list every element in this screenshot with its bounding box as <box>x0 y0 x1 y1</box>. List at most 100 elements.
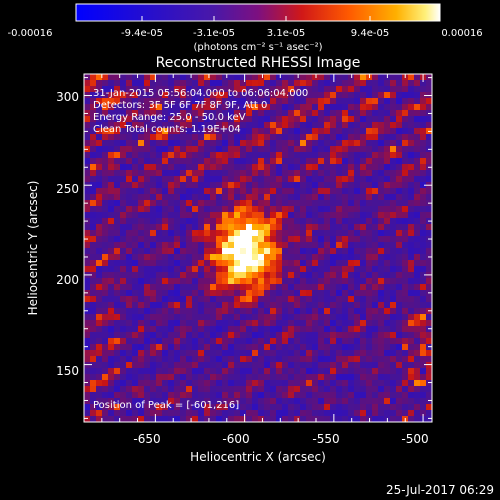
heatmap-cell <box>108 104 115 111</box>
heatmap-cell <box>138 86 145 93</box>
heatmap-cell <box>108 398 115 405</box>
heatmap-cell <box>222 386 229 393</box>
heatmap-cell <box>402 326 409 333</box>
heatmap-cell <box>408 260 415 267</box>
heatmap-cell <box>426 122 432 129</box>
heatmap-cell <box>222 296 229 303</box>
heatmap-cell <box>204 110 211 117</box>
heatmap-cell <box>396 392 403 399</box>
heatmap-cell <box>156 386 163 393</box>
heatmap-cell <box>264 188 271 195</box>
heatmap-cell <box>84 266 91 273</box>
heatmap-cell <box>222 338 229 345</box>
heatmap-cell <box>288 248 295 255</box>
heatmap-cell <box>414 86 421 93</box>
heatmap-cell <box>90 194 97 201</box>
heatmap-cell <box>312 104 319 111</box>
heatmap-cell <box>156 116 163 123</box>
heatmap-cell <box>240 260 247 267</box>
heatmap-cell <box>414 122 421 129</box>
heatmap-cell <box>222 398 229 405</box>
heatmap-cell <box>300 86 307 93</box>
x-tick-label: -650 <box>133 432 160 446</box>
heatmap-cell <box>372 140 379 147</box>
heatmap-cell <box>372 362 379 369</box>
heatmap-cell <box>210 92 217 99</box>
heatmap-cell <box>114 140 121 147</box>
heatmap-cell <box>402 350 409 357</box>
heatmap-cell <box>234 116 241 123</box>
heatmap-cell <box>414 272 421 279</box>
heatmap-cell <box>234 278 241 285</box>
heatmap-cell <box>210 254 217 261</box>
heatmap-cell <box>246 230 253 237</box>
heatmap-cell <box>228 92 235 99</box>
heatmap-cell <box>342 128 349 135</box>
heatmap-cell <box>186 332 193 339</box>
heatmap-cell <box>210 326 217 333</box>
heatmap-cell <box>120 326 127 333</box>
heatmap-cell <box>258 164 265 171</box>
heatmap-cell <box>156 260 163 267</box>
heatmap-cell <box>258 290 265 297</box>
heatmap-cell <box>264 338 271 345</box>
heatmap-cell <box>156 320 163 327</box>
heatmap-cell <box>210 416 217 422</box>
heatmap-cell <box>288 368 295 375</box>
heatmap-cell <box>102 398 109 405</box>
heatmap-cell <box>126 410 133 417</box>
heatmap-cell <box>276 140 283 147</box>
heatmap-cell <box>180 110 187 117</box>
heatmap-cell <box>312 320 319 327</box>
heatmap-cell <box>234 362 241 369</box>
heatmap-cell <box>228 218 235 225</box>
heatmap-cell <box>270 284 277 291</box>
heatmap-cell <box>342 416 349 422</box>
heatmap-cell <box>96 356 103 363</box>
heatmap-cell <box>168 368 175 375</box>
heatmap-cell <box>396 266 403 273</box>
heatmap-cell <box>234 386 241 393</box>
heatmap-cell <box>288 278 295 285</box>
heatmap-cell <box>150 410 157 417</box>
heatmap-cell <box>270 356 277 363</box>
heatmap-cell <box>108 224 115 231</box>
heatmap-cell <box>420 260 427 267</box>
heatmap-cell <box>390 398 397 405</box>
heatmap-cell <box>312 200 319 207</box>
heatmap-cell <box>264 326 271 333</box>
heatmap-cell <box>210 176 217 183</box>
heatmap-cell <box>102 230 109 237</box>
heatmap-cell <box>120 254 127 261</box>
heatmap-cell <box>426 230 432 237</box>
heatmap-cell <box>390 248 397 255</box>
heatmap-cell <box>396 92 403 99</box>
heatmap-cell <box>126 320 133 327</box>
heatmap-cell <box>312 290 319 297</box>
heatmap-cell <box>282 344 289 351</box>
heatmap-cell <box>414 314 421 321</box>
heatmap-cell <box>378 200 385 207</box>
heatmap-cell <box>180 290 187 297</box>
heatmap-cell <box>174 134 181 141</box>
heatmap-cell <box>144 260 151 267</box>
heatmap-cell <box>336 254 343 261</box>
heatmap-cell <box>108 368 115 375</box>
heatmap-cell <box>210 314 217 321</box>
heatmap-cell <box>282 284 289 291</box>
heatmap-cell <box>282 290 289 297</box>
heatmap-cell <box>384 224 391 231</box>
heatmap-cell <box>240 158 247 165</box>
heatmap-cell <box>348 212 355 219</box>
heatmap-cell <box>144 176 151 183</box>
heatmap-cell <box>192 152 199 159</box>
heatmap-cell <box>180 212 187 219</box>
heatmap-cell <box>300 416 307 422</box>
heatmap-cell <box>288 80 295 87</box>
heatmap-cell <box>414 260 421 267</box>
heatmap-cell <box>282 242 289 249</box>
heatmap-cell <box>156 80 163 87</box>
heatmap-cell <box>84 194 91 201</box>
heatmap-cell <box>198 296 205 303</box>
heatmap-cell <box>180 356 187 363</box>
